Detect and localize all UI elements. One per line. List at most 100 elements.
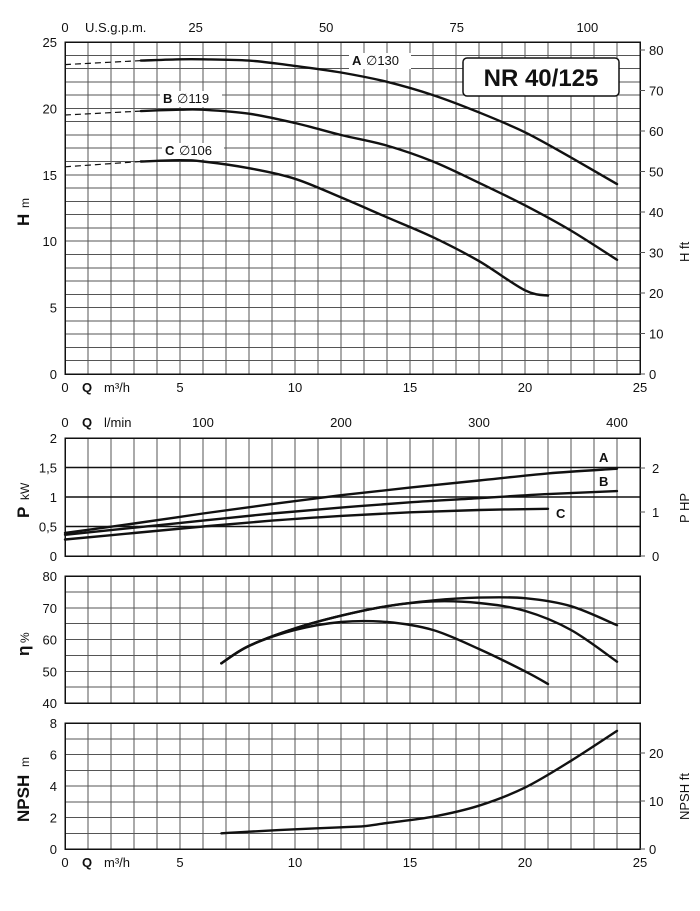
efficiency-y-tick-label: 50 (43, 664, 57, 679)
head-x-axis-unit: m³/h (104, 380, 130, 395)
head-y-tick-label: 25 (43, 35, 57, 50)
power-x2-tick-label: 300 (468, 415, 490, 430)
head-panel-frame (64, 41, 641, 375)
head-y2-tick-label: 10 (649, 327, 663, 342)
npsh-y2-tick-label: 20 (649, 746, 663, 761)
power-y2-axis-label: P HP (677, 493, 692, 523)
power-curve-C (63, 507, 550, 541)
head-y2-tick-label: 20 (649, 286, 663, 301)
efficiency-curve-C (220, 619, 550, 686)
head-y2-tick-label: 80 (649, 43, 663, 58)
power-y2-tick-label: 2 (652, 461, 659, 476)
npsh-x-tick-label: 5 (176, 855, 183, 870)
head-y2-axis-label: H ft (677, 241, 692, 262)
head-y-tick-label: 0 (50, 367, 57, 382)
npsh-x-tick-label: 0 (61, 855, 68, 870)
npsh-panel-frame (64, 722, 641, 850)
efficiency-panel-frame (64, 575, 641, 704)
head-x2-tick-label: 25 (188, 20, 202, 35)
npsh-curve (220, 729, 619, 835)
head-curve-label-bg (349, 53, 411, 69)
head-y2-tick-label: 60 (649, 124, 663, 139)
head-curve-B-extension (64, 110, 141, 116)
head-x2-tick-label: 0 (61, 20, 68, 35)
head-curve-label-A: A (352, 53, 362, 68)
power-x2-axis-unit: l/min (104, 415, 131, 430)
efficiency-y-tick-label: 80 (43, 569, 57, 584)
efficiency-panel-grid (65, 576, 640, 703)
head-curve-C (139, 159, 550, 297)
head-x2-tick-label: 50 (319, 20, 333, 35)
npsh-x-axis-unit: m³/h (104, 855, 130, 870)
head-curve-label-bg (162, 143, 224, 159)
head-x-tick-label: 20 (518, 380, 532, 395)
efficiency-y-tick-label: 40 (43, 696, 57, 711)
head-curve-label-bg (160, 91, 222, 107)
power-y-axis-label: P (14, 507, 33, 518)
efficiency-y-tick-label: 70 (43, 601, 57, 616)
npsh-x-axis-q: Q (82, 855, 92, 870)
power-y-tick-label: 1,5 (39, 461, 57, 476)
head-x-axis-q: Q (82, 380, 92, 395)
power-x2-tick-label: 200 (330, 415, 352, 430)
power-y2-tick-label: 1 (652, 505, 659, 520)
power-y-axis-unit: kW (18, 482, 32, 500)
npsh-x-tick-label: 25 (633, 855, 647, 870)
head-y-tick-label: 10 (43, 234, 57, 249)
head-curve-B (139, 108, 619, 261)
head-x-tick-label: 5 (176, 380, 183, 395)
npsh-y-tick-label: 0 (50, 842, 57, 857)
npsh-y-tick-label: 2 (50, 811, 57, 826)
head-x-tick-label: 15 (403, 380, 417, 395)
npsh-x-tick-label: 15 (403, 855, 417, 870)
power-y-tick-label: 1 (50, 490, 57, 505)
head-x-tick-label: 10 (288, 380, 302, 395)
head-y-axis-unit: m (18, 198, 32, 208)
power-x2-tick-label: 400 (606, 415, 628, 430)
power-x2-axis-q: Q (82, 415, 92, 430)
head-x-tick-label: 25 (633, 380, 647, 395)
head-y2-tick-label: 40 (649, 205, 663, 220)
npsh-y-tick-label: 6 (50, 748, 57, 763)
efficiency-y-axis-label: η (14, 646, 33, 656)
head-curve-diameter-A: ∅130 (366, 53, 399, 68)
power-curve-label-C: C (556, 506, 566, 521)
head-y-tick-label: 20 (43, 101, 57, 116)
power-x2-tick-label: 0 (61, 415, 68, 430)
head-y2-tick-label: 70 (649, 84, 663, 99)
efficiency-curve-B (220, 600, 619, 665)
power-y-tick-label: 0 (50, 549, 57, 564)
head-curve-A (139, 57, 619, 186)
npsh-y-axis-unit: m (18, 757, 32, 767)
head-y-axis-label: H (14, 214, 33, 226)
head-curve-label-C: C (165, 143, 175, 158)
head-curve-C-extension (64, 160, 141, 168)
power-y2-tick-label: 0 (652, 549, 659, 564)
head-x-tick-label: 0 (61, 380, 68, 395)
head-curve-label-B: B (163, 91, 172, 106)
head-y2-tick-label: 0 (649, 367, 656, 382)
efficiency-curve-A (220, 596, 619, 665)
head-y2-tick-label: 50 (649, 165, 663, 180)
head-y-tick-label: 5 (50, 301, 57, 316)
npsh-y-tick-label: 4 (50, 779, 57, 794)
power-y-tick-label: 2 (50, 431, 57, 446)
npsh-y2-tick-label: 0 (649, 842, 656, 857)
efficiency-y-tick-label: 60 (43, 633, 57, 648)
power-curve-B (63, 489, 619, 536)
npsh-y2-axis-label: NPSH ft (677, 773, 692, 820)
npsh-x-tick-label: 20 (518, 855, 532, 870)
head-y-tick-label: 15 (43, 168, 57, 183)
power-y-tick-label: 0,5 (39, 520, 57, 535)
power-curve-label-B: B (599, 474, 608, 489)
npsh-panel-grid (65, 723, 640, 849)
npsh-y2-tick-label: 10 (649, 794, 663, 809)
model-title-box (462, 57, 620, 97)
head-x2-tick-label: 75 (450, 20, 464, 35)
head-x2-axis-label: U.S.g.p.m. (85, 20, 146, 35)
head-y2-tick-label: 30 (649, 246, 663, 261)
power-x2-tick-label: 100 (192, 415, 214, 430)
power-curve-label-A: A (599, 450, 609, 465)
npsh-y-axis-label: NPSH (14, 775, 33, 822)
